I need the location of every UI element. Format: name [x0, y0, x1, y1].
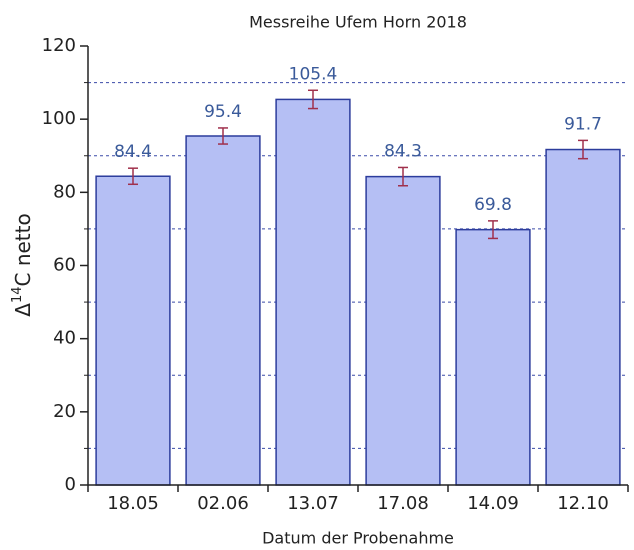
value-label: 84.3 — [384, 141, 422, 161]
value-label: 69.8 — [474, 195, 512, 215]
x-tick-label: 12.10 — [557, 493, 609, 514]
x-tick-label: 02.06 — [197, 493, 249, 514]
x-tick-label: 13.07 — [287, 493, 339, 514]
value-label: 84.4 — [114, 142, 152, 162]
chart-title: Messreihe Ufem Horn 2018 — [249, 13, 467, 32]
value-label: 91.7 — [564, 114, 602, 134]
y-tick-label: 120 — [42, 35, 76, 56]
bar — [185, 135, 261, 486]
y-label-prefix: Δ — [11, 303, 35, 317]
y-label-suffix: C netto — [11, 213, 35, 286]
y-tick-label: 0 — [65, 474, 76, 495]
bar — [365, 175, 441, 486]
y-axis-label: Δ14C netto — [10, 213, 35, 316]
y-label-sup: 14 — [10, 287, 25, 304]
x-tick-label: 17.08 — [377, 493, 429, 514]
x-axis-label: Datum der Probenahme — [262, 529, 454, 548]
bar — [275, 98, 351, 486]
y-tick-label: 100 — [42, 108, 76, 129]
x-tick-label: 18.05 — [107, 493, 159, 514]
value-label: 95.4 — [204, 102, 242, 122]
y-tick-label: 80 — [53, 181, 76, 202]
x-tick-label: 14.09 — [467, 493, 519, 514]
bar — [95, 175, 171, 486]
bar — [545, 148, 621, 486]
y-tick-label: 60 — [53, 255, 76, 276]
y-tick-label: 40 — [53, 328, 76, 349]
bar — [455, 228, 531, 486]
y-tick-label: 20 — [53, 401, 76, 422]
value-label: 105.4 — [289, 64, 338, 84]
